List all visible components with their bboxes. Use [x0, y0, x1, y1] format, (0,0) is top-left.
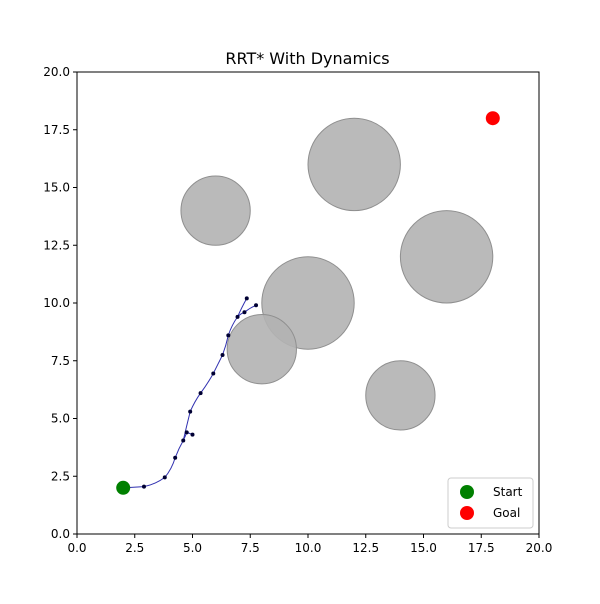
- obstacles: [180, 117, 494, 431]
- tree-node-1: [141, 484, 146, 489]
- y-tick-label: 12.5: [43, 238, 70, 252]
- obstacle-3: [399, 210, 494, 304]
- tree-node-10: [220, 352, 225, 357]
- x-tick-label: 12.5: [352, 541, 379, 555]
- x-tick-label: 10.0: [295, 541, 322, 555]
- x-tick-label: 17.5: [468, 541, 495, 555]
- y-tick-label: 0.0: [51, 527, 70, 541]
- goal-marker: [485, 111, 500, 126]
- obstacle-1: [180, 175, 251, 246]
- tree-nodes: [141, 296, 259, 489]
- y-tick-label: 20.0: [43, 65, 70, 79]
- y-tick-label: 10.0: [43, 296, 70, 310]
- tree-node-13: [242, 310, 247, 315]
- y-tick-label: 17.5: [43, 123, 70, 137]
- tree-node-15: [244, 296, 249, 301]
- y-tick-label: 7.5: [51, 354, 70, 368]
- x-axis-ticks: 0.0 2.5 5.0 7.5 10.0 12.5 15.0 17.5 20.0: [67, 534, 552, 555]
- obstacle-5: [226, 314, 297, 385]
- obstacle-2: [307, 117, 401, 212]
- tree-edge-7: [182, 411, 191, 441]
- tree-node-3: [173, 455, 178, 460]
- y-tick-label: 15.0: [43, 181, 70, 195]
- tree-node-11: [226, 333, 231, 338]
- legend-marker-start: [460, 485, 474, 499]
- legend-label-start: Start: [493, 485, 523, 499]
- x-tick-label: 20.0: [526, 541, 553, 555]
- legend: Start Goal: [447, 477, 534, 529]
- tree-node-8: [198, 391, 203, 396]
- tree-node-4: [181, 438, 186, 443]
- x-tick-label: 0.0: [67, 541, 86, 555]
- y-axis-ticks: 0.0 2.5 5.0 7.5 10.0 12.5 15.0 17.5 20.0: [43, 65, 77, 541]
- tree-node-14: [254, 303, 259, 308]
- tree-node-2: [162, 475, 167, 480]
- x-tick-label: 2.5: [125, 541, 144, 555]
- chart-title: RRT* With Dynamics: [225, 49, 389, 68]
- x-tick-label: 7.5: [241, 541, 260, 555]
- start-marker: [116, 480, 131, 495]
- x-tick-label: 15.0: [410, 541, 437, 555]
- tree-node-5: [184, 430, 189, 435]
- legend-label-goal: Goal: [493, 506, 520, 520]
- endpoints: [116, 111, 500, 495]
- tree-node-7: [188, 409, 193, 414]
- y-tick-label: 2.5: [51, 469, 70, 483]
- tree-node-12: [235, 314, 240, 319]
- y-tick-label: 5.0: [51, 412, 70, 426]
- obstacle-6: [365, 360, 436, 431]
- tree-node-6: [190, 432, 195, 437]
- tree-node-9: [211, 371, 216, 376]
- x-tick-label: 5.0: [183, 541, 202, 555]
- legend-marker-goal: [460, 506, 474, 520]
